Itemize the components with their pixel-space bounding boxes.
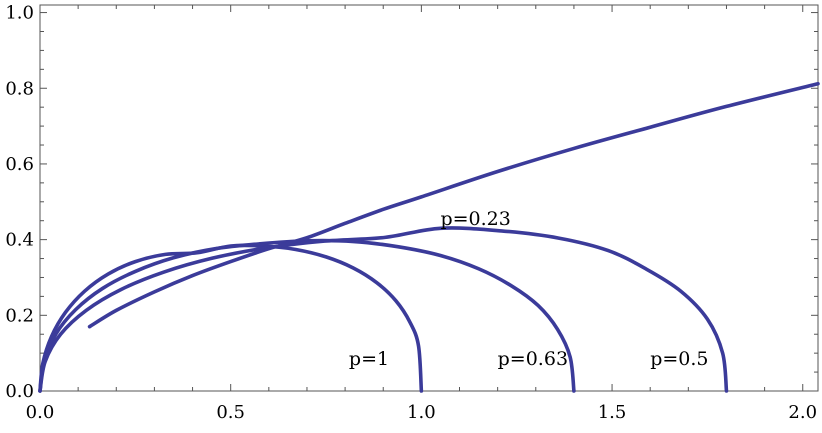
y-tick-label: 0.0 bbox=[5, 381, 34, 402]
curve-annotations: p=1 p=0.63 p=0.5 p=0.23 bbox=[349, 208, 709, 370]
axis-ticks bbox=[39, 5, 818, 392]
curve-label: p=0.63 bbox=[498, 348, 568, 370]
plot-frame bbox=[39, 4, 819, 392]
y-tick-label: 0.2 bbox=[5, 305, 34, 326]
x-tick-label: 0.5 bbox=[216, 402, 245, 423]
x-tick-label: 1.5 bbox=[598, 402, 627, 423]
series-line-3 bbox=[87, 81, 820, 329]
curve-label: p=1 bbox=[349, 348, 389, 370]
y-tick-label: 0.4 bbox=[5, 230, 34, 251]
series-line-2 bbox=[38, 226, 729, 393]
x-tick-label: 0.0 bbox=[26, 402, 55, 423]
curve-label: p=0.5 bbox=[650, 348, 708, 370]
y-tick-label: 0.6 bbox=[5, 154, 34, 175]
x-tick-label: 1.0 bbox=[407, 402, 436, 423]
y-tick-label: 1.0 bbox=[5, 3, 34, 24]
x-axis-tick-labels: 0.0 0.5 1.0 1.5 2.0 bbox=[26, 402, 817, 423]
y-tick-label: 0.8 bbox=[5, 78, 34, 99]
curves bbox=[38, 81, 820, 393]
curve-label: p=0.23 bbox=[440, 208, 510, 230]
series-line-1 bbox=[38, 238, 576, 393]
y-axis-tick-labels: 0.0 0.2 0.4 0.6 0.8 1.0 bbox=[5, 3, 34, 402]
x-tick-label: 2.0 bbox=[788, 402, 817, 423]
